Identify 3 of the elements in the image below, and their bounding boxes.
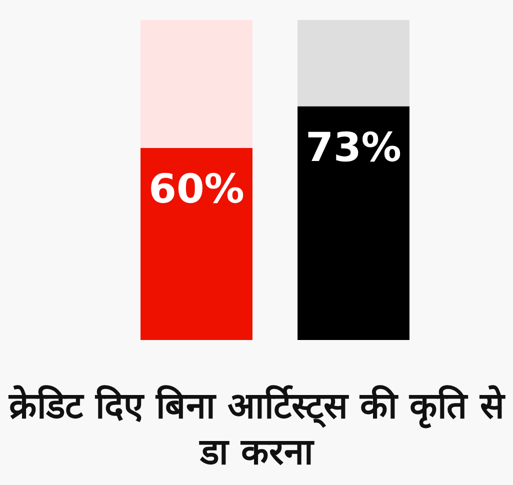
data-label: 73% bbox=[306, 124, 402, 171]
text: क्रेडिट दिए बिना आर्टिस्ट्स की कृति से डा करना bbox=[8, 384, 506, 475]
data-label: 60% bbox=[148, 166, 244, 212]
